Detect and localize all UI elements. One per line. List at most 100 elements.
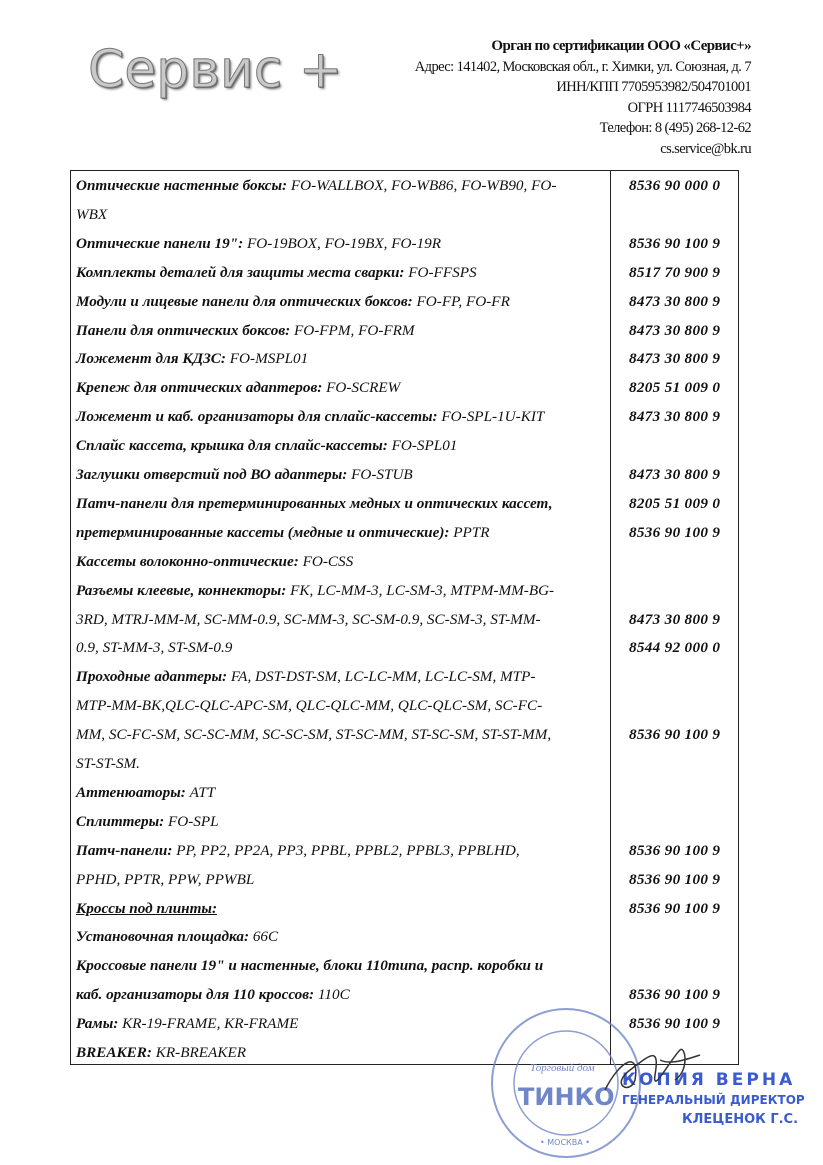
seal-bottom-text: • МОСКВА • <box>540 1138 590 1147</box>
item-models: PP, PP2, PP2A, PP3, PPBL, PPBL2, PPBL3, … <box>172 841 520 859</box>
item-description: PPHD, PPTR, PPW, PPWBL <box>76 865 254 894</box>
table-line: 0.9, ST-MM-3, ST-SM-0.9 8544 92 000 0 <box>71 633 740 662</box>
item-description: Патч-панели: PP, PP2, PP2A, PP3, PPBL, P… <box>76 836 520 865</box>
table-line: Аттенюаторы: ATT <box>71 778 740 807</box>
table-line: Проходные адаптеры: FA, DST-DST-SM, LC-L… <box>71 662 740 691</box>
table-line: Сплайс кассета, крышка для сплайс-кассет… <box>71 431 740 460</box>
item-category: Рамы: <box>76 1015 119 1033</box>
item-description: Сплиттеры: FO-SPL <box>76 807 219 836</box>
item-description: Ложемент для КДЗС: FO-MSPL01 <box>76 344 308 373</box>
item-category: Сплиттеры: <box>76 812 165 830</box>
item-models: FO-FFSPS <box>404 263 477 281</box>
item-models: WBX <box>76 205 108 223</box>
tn-ved-code: 8536 90 100 9 <box>629 234 721 252</box>
item-description: Аттенюаторы: ATT <box>76 778 215 807</box>
item-models: FO-SPL01 <box>387 437 458 455</box>
tn-ved-code: 8517 70 900 9 <box>629 263 721 281</box>
tn-ved-code: 8544 92 000 0 <box>629 639 721 657</box>
table-line: претерминированные кассеты (медные и опт… <box>71 518 740 547</box>
table-line: Кассеты волоконно-оптические: FO-CSS <box>71 547 740 576</box>
item-description: Ложемент и каб. организаторы для сплайс-… <box>76 402 544 431</box>
table-line: Патч-панели: PP, PP2, PP2A, PP3, PPBL, P… <box>71 836 740 865</box>
table-line: Рамы: KR-19-FRAME, KR-FRAME 8536 90 100 9 <box>71 1009 740 1038</box>
tn-ved-code: 8536 90 100 9 <box>629 726 721 744</box>
item-description: MTP-MM-BK,QLC-QLC-APC-SM, QLC-QLC-MM, QL… <box>76 691 542 720</box>
item-category: Патч-панели для претерминированных медны… <box>76 494 553 512</box>
product-code-table: Оптические настенные боксы: FO-WALLBOX, … <box>70 170 739 1065</box>
item-models: KR-BREAKER <box>151 1044 247 1061</box>
item-description: 3RD, MTRJ-MM-M, SC-MM-0.9, SC-MM-3, SC-S… <box>76 605 541 634</box>
tn-ved-code: 8473 30 800 9 <box>629 321 721 339</box>
item-models: KR-19-FRAME, KR-FRAME <box>118 1015 299 1033</box>
item-models: MTP-MM-BK,QLC-QLC-APC-SM, QLC-QLC-MM, QL… <box>76 697 543 715</box>
item-category: Ложемент для КДЗС: <box>76 350 226 368</box>
item-models: PPHD, PPTR, PPW, PPWBL <box>76 870 255 888</box>
table-line: MM, SC-FC-SM, SC-SC-MM, SC-SC-SM, ST-SC-… <box>71 720 740 749</box>
item-category: каб. организаторы для 110 кроссов: <box>76 986 315 1004</box>
item-category: Модули и лицевые панели для оптических б… <box>76 292 413 310</box>
letterhead: Орган по сертификации ООО «Сервис+» Адре… <box>414 36 752 159</box>
tn-ved-code: 8536 90 000 0 <box>629 177 721 194</box>
director-name: КЛЕЦЕНОК Г.С. <box>682 1112 799 1127</box>
tn-ved-code: 8473 30 800 9 <box>629 292 721 310</box>
table-line: Оптические настенные боксы: FO-WALLBOX, … <box>71 171 740 200</box>
table-line: Ложемент для КДЗС: FO-MSPL01 8473 30 800 … <box>71 344 740 373</box>
seal-brand: ТИНКО <box>518 1083 615 1111</box>
tn-ved-code: 8536 90 100 9 <box>629 523 721 541</box>
item-models: FO-SPL-1U-KIT <box>437 408 545 426</box>
item-models: ATT <box>185 783 216 801</box>
tn-ved-code: 8536 90 100 9 <box>629 841 721 859</box>
item-models: FA, DST-DST-SM, LC-LC-MM, LC-LC-SM, MTP- <box>227 668 536 686</box>
item-description: Крепеж для оптических адаптеров: FO-SCRE… <box>76 373 400 402</box>
ogrn: ОГРН 1117746503984 <box>627 99 752 116</box>
item-models: PPTR <box>449 523 490 541</box>
item-models: FO-SCREW <box>322 379 401 397</box>
item-category: Кассеты волоконно-оптические: <box>76 552 299 570</box>
table-line: Крепеж для оптических адаптеров: FO-SCRE… <box>71 373 740 402</box>
item-category: Кроссы под плинты: <box>76 899 218 917</box>
seal-center-text: Торговый дом <box>530 1062 595 1074</box>
table-line: Кроссы под плинты: 8536 90 100 9 <box>71 894 740 923</box>
item-category: Панели для оптических боксов: <box>76 321 291 339</box>
column-divider <box>610 171 611 1064</box>
tn-ved-code: 8536 90 100 9 <box>629 986 721 1004</box>
item-description: Кроссы под плинты: <box>76 894 217 923</box>
tn-ved-code: 8205 51 009 0 <box>629 494 721 512</box>
item-category: BREAKER: <box>76 1044 152 1061</box>
item-models: FO-STUB <box>347 466 413 483</box>
item-description: Оптические панели 19": FO-19BOX, FO-19BX… <box>76 229 441 258</box>
table-line: Модули и лицевые панели для оптических б… <box>71 287 740 316</box>
table-line: BREAKER: KR-BREAKER <box>71 1038 740 1067</box>
table-line: каб. организаторы для 110 кроссов: 110C 8… <box>71 980 740 1009</box>
table-line: Сплиттеры: FO-SPL <box>71 807 740 836</box>
item-description: Панели для оптических боксов: FO-FPM, FO… <box>76 316 415 345</box>
director-title: ГЕНЕРАЛЬНЫЙ ДИРЕКТОР <box>622 1093 805 1107</box>
item-description: каб. организаторы для 110 кроссов: 110C <box>76 980 350 1009</box>
tn-ved-code: 8473 30 800 9 <box>629 466 721 483</box>
item-description: Сплайс кассета, крышка для сплайс-кассет… <box>76 431 457 460</box>
address: Адрес: 141402, Московская обл., г. Химки… <box>414 58 752 75</box>
item-category: Патч-панели: <box>76 841 173 859</box>
item-description: Оптические настенные боксы: FO-WALLBOX, … <box>76 171 556 200</box>
item-category: Установочная площадка: <box>76 928 250 946</box>
item-models: 0.9, ST-MM-3, ST-SM-0.9 <box>76 639 233 657</box>
inn-kpp: ИНН/КПП 7705953982/504701001 <box>556 79 751 95</box>
item-category: Аттенюаторы: <box>76 783 186 801</box>
table-line: Панели для оптических боксов: FO-FPM, FO… <box>71 316 740 345</box>
item-description: 0.9, ST-MM-3, ST-SM-0.9 <box>76 633 232 662</box>
item-description: Разъемы клеевые, коннекторы: FK, LC-MM-3… <box>76 576 554 605</box>
item-category: Разъемы клеевые, коннекторы: <box>76 581 287 599</box>
item-category: Комплекты деталей для защиты места сварк… <box>76 263 405 281</box>
item-category: Оптические настенные боксы: <box>76 177 288 194</box>
tn-ved-code: 8473 30 800 9 <box>629 408 721 426</box>
table-line: Заглушки отверстий под ВО адаптеры: FO-S… <box>71 460 740 489</box>
item-category: Проходные адаптеры: <box>76 668 228 686</box>
item-description: Патч-панели для претерминированных медны… <box>76 489 553 518</box>
table-line: ST-ST-SM. <box>71 749 740 778</box>
item-models: 3RD, MTRJ-MM-M, SC-MM-0.9, SC-MM-3, SC-S… <box>76 610 541 628</box>
tn-ved-code: 8473 30 800 9 <box>629 610 721 628</box>
item-models: 110C <box>314 986 350 1004</box>
item-models: FO-19BOX, FO-19BX, FO-19R <box>243 234 441 252</box>
certified-copy-stamp: КОПИЯ ВЕРНА ГЕНЕРАЛЬНЫЙ ДИРЕКТОР КЛЕЦЕНО… <box>622 1070 805 1130</box>
item-description: Заглушки отверстий под ВО адаптеры: FO-S… <box>76 460 413 489</box>
